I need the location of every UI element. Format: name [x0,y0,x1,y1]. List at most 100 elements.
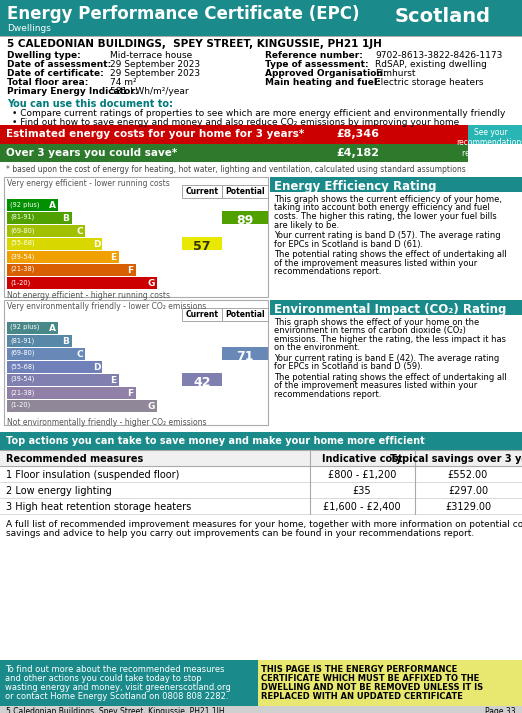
Bar [0,466,522,482]
Bar [222,308,268,321]
Bar [7,374,119,386]
Text: To find out more about the recommended measures: To find out more about the recommended m… [5,665,224,674]
Text: E: E [110,376,116,385]
Bar [4,177,268,297]
Text: See your
recommendations
report for more
information: See your recommendations report for more… [456,128,522,168]
Text: C: C [76,350,83,359]
Text: A: A [49,324,56,333]
Text: Primary Energy Indicator:: Primary Energy Indicator: [7,87,138,96]
Text: £8,346: £8,346 [337,129,379,139]
Bar [7,251,119,263]
Text: Main heating and fuel:: Main heating and fuel: [265,78,381,87]
Bar [182,185,222,198]
Text: for EPCs in Scotland is band D (61).: for EPCs in Scotland is band D (61). [274,240,423,249]
Text: wasting energy and money, visit greenerscotland.org: wasting energy and money, visit greeners… [5,683,231,692]
Text: Date of certificate:: Date of certificate: [7,69,104,78]
Text: are likely to be.: are likely to be. [274,220,339,230]
Bar [0,432,522,450]
Text: emissions. The higher the rating, the less impact it has: emissions. The higher the rating, the le… [274,335,506,344]
Text: B: B [63,214,69,223]
Text: (21-38): (21-38) [10,266,34,272]
Text: £552.00: £552.00 [448,470,488,480]
Bar [7,400,157,412]
Text: (21-38): (21-38) [10,389,34,396]
Text: £800 - £1,200: £800 - £1,200 [328,470,396,480]
Bar [7,322,58,334]
Text: (69-80): (69-80) [10,350,34,356]
Bar [182,373,222,386]
Bar [7,277,157,289]
Text: Estimated energy costs for your home for 3 years*: Estimated energy costs for your home for… [6,129,304,139]
Text: (55-68): (55-68) [10,240,34,247]
Text: 5 CALEDONIAN BUILDINGS,  SPEY STREET, KINGUSSIE, PH21 1JH: 5 CALEDONIAN BUILDINGS, SPEY STREET, KIN… [7,39,382,49]
Text: 29 September 2023: 29 September 2023 [110,60,200,69]
Text: Not environmentally friendly - higher CO₂ emissions: Not environmentally friendly - higher CO… [7,418,207,427]
Bar [7,361,102,373]
Bar [270,177,522,192]
Bar [0,0,522,36]
Text: Indicative cost: Indicative cost [322,454,402,464]
Bar [222,211,268,224]
Text: Scotland: Scotland [395,7,491,26]
Text: 29 September 2023: 29 September 2023 [110,69,200,78]
Text: Over 3 years you could save*: Over 3 years you could save* [6,148,177,158]
Text: (81-91): (81-91) [10,214,34,220]
Text: THIS PAGE IS THE ENERGY PERFORMANCE: THIS PAGE IS THE ENERGY PERFORMANCE [261,665,457,674]
Text: 71: 71 [236,349,254,362]
Bar [0,450,522,466]
Text: Mid-terrace house: Mid-terrace house [110,51,192,60]
Text: recommendations report.: recommendations report. [274,267,382,276]
Bar [222,185,268,198]
Text: Approved Organisation:: Approved Organisation: [265,69,386,78]
Text: Typical savings over 3 years: Typical savings over 3 years [390,454,522,464]
Text: * based upon the cost of energy for heating, hot water, lighting and ventilation: * based upon the cost of energy for heat… [6,165,466,174]
Text: (39-54): (39-54) [10,376,34,382]
Bar [0,125,468,144]
Text: 57: 57 [193,240,211,252]
Text: Total floor area:: Total floor area: [7,78,88,87]
Text: Type of assessment:: Type of assessment: [265,60,369,69]
Text: recommendations report.: recommendations report. [274,390,382,399]
Text: (92 plus): (92 plus) [10,201,40,207]
Text: Elmhurst: Elmhurst [375,69,416,78]
Bar [0,660,258,706]
Text: F: F [127,266,133,275]
Text: (39-54): (39-54) [10,253,34,260]
Bar [468,125,522,144]
Bar [7,335,72,347]
Text: This graph shows the effect of your home on the: This graph shows the effect of your home… [274,318,479,327]
Text: • Find out how to save energy and money and also reduce CO₂ emissions by improvi: • Find out how to save energy and money … [12,118,459,127]
Bar [0,144,468,162]
Text: A full list of recommended improvement measures for your home, together with mor: A full list of recommended improvement m… [6,520,522,529]
Text: You can use this document to:: You can use this document to: [7,99,173,109]
Text: Energy Performance Certificate (EPC): Energy Performance Certificate (EPC) [7,5,360,23]
Text: and other actions you could take today to stop: and other actions you could take today t… [5,674,201,683]
Text: (69-80): (69-80) [10,227,34,233]
Text: on the environment.: on the environment. [274,344,360,352]
Text: Page 33: Page 33 [485,707,516,713]
Text: G: G [148,402,155,411]
Bar [0,482,522,498]
Bar [182,308,222,321]
Text: Environmental Impact (CO₂) Rating: Environmental Impact (CO₂) Rating [274,303,506,316]
Text: Dwellings: Dwellings [7,24,51,33]
Text: for EPCs in Scotland is band D (59).: for EPCs in Scotland is band D (59). [274,362,423,371]
Text: Date of assessment:: Date of assessment: [7,60,111,69]
Bar [4,300,268,425]
Bar [0,706,522,713]
Text: 3 High heat retention storage heaters: 3 High heat retention storage heaters [6,502,191,512]
Text: savings and advice to help you carry out improvements can be found in your recom: savings and advice to help you carry out… [6,529,474,538]
Bar [258,660,522,706]
Text: £297.00: £297.00 [448,486,488,496]
Text: of the improvement measures listed within your: of the improvement measures listed withi… [274,259,477,267]
Text: Energy Efficiency Rating: Energy Efficiency Rating [274,180,436,193]
Text: 5 Caledonian Buildings, Spey Street, Kingussie, PH21 1JH: 5 Caledonian Buildings, Spey Street, Kin… [6,707,224,713]
Text: 581 kWh/m²/year: 581 kWh/m²/year [110,87,188,96]
Text: 42: 42 [193,376,211,389]
Text: (1-20): (1-20) [10,279,30,285]
Text: 89: 89 [236,213,254,227]
Text: C: C [76,227,83,236]
Text: REPLACED WITH AN UPDATED CERTIFICATE: REPLACED WITH AN UPDATED CERTIFICATE [261,692,463,701]
Text: • Compare current ratings of properties to see which are more energy efficient a: • Compare current ratings of properties … [12,109,505,118]
Text: A: A [49,201,56,210]
